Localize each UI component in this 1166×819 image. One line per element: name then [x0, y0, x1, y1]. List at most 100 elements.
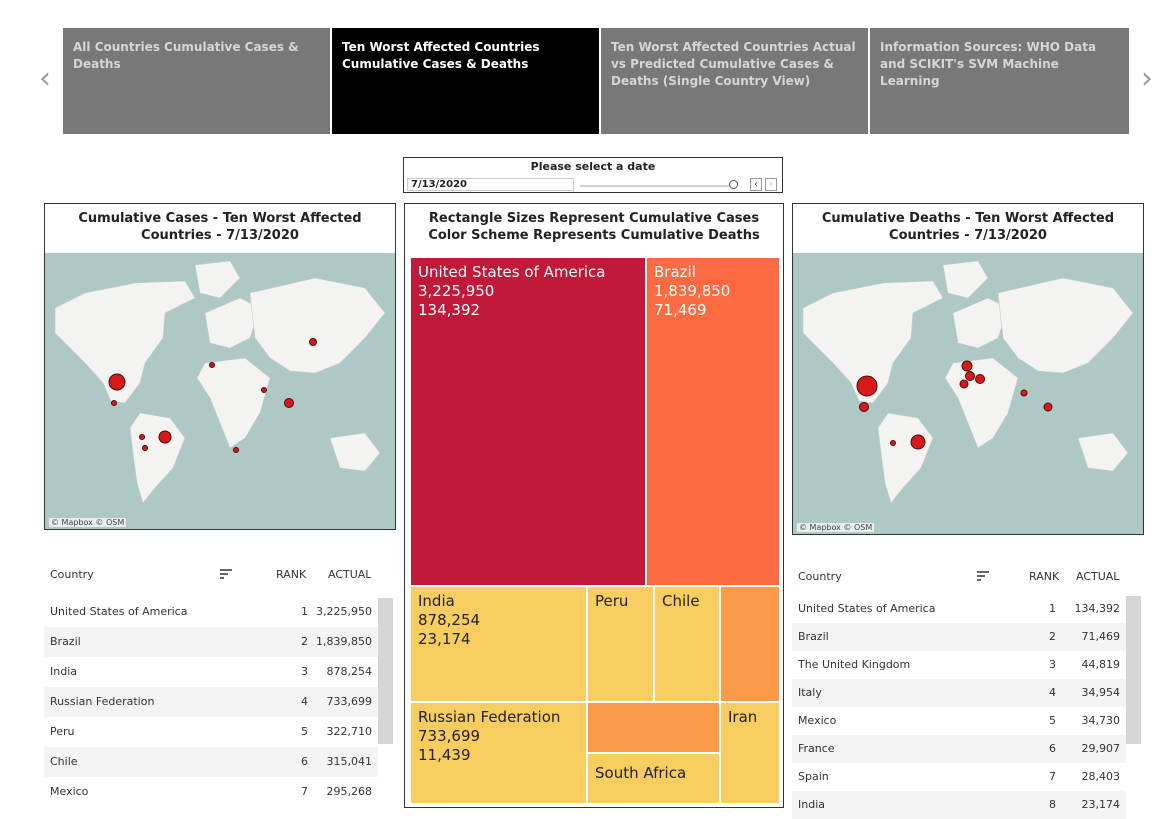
treemap-cell[interactable]: South Africa: [587, 753, 720, 804]
treemap-cell[interactable]: Iran: [720, 702, 780, 804]
map-point[interactable]: [284, 398, 294, 408]
next-story-point-icon[interactable]: ›: [1141, 61, 1153, 96]
cases-world-map[interactable]: © Mapbox © OSM: [45, 253, 395, 529]
treemap-cell[interactable]: India 878,254 23,174: [410, 586, 587, 702]
map-point[interactable]: [965, 371, 975, 381]
map-point[interactable]: [158, 430, 172, 444]
greenland-landmass: [194, 260, 241, 299]
rank-column-header[interactable]: RANK: [276, 568, 307, 581]
sort-icon[interactable]: [220, 569, 232, 579]
table-row[interactable]: United States of America 1 3,225,950: [44, 597, 378, 627]
rank-cell: 3: [1049, 658, 1056, 671]
treemap-cell[interactable]: Russian Federation 733,699 11,439: [410, 702, 587, 804]
treemap-cell-country: United States of America: [418, 263, 606, 281]
cases-map-title: Cumulative Cases - Ten Worst Affected Co…: [78, 211, 362, 243]
table-row[interactable]: Spain 7 28,403: [792, 763, 1126, 791]
map-point[interactable]: [1020, 389, 1028, 397]
map-attribution[interactable]: © Mapbox © OSM: [49, 518, 127, 527]
table-row[interactable]: Mexico 7 295,268: [44, 777, 378, 807]
treemap-chart: United States of America 3,225,950 134,392…: [410, 257, 780, 804]
treemap-cell[interactable]: Peru: [587, 586, 654, 702]
table-row[interactable]: India 3 878,254: [44, 657, 378, 687]
treemap-cell[interactable]: United States of America 3,225,950 134,392: [410, 257, 646, 586]
table-row[interactable]: Peru 5 322,710: [44, 717, 378, 747]
tab-ten-worst-cumulative[interactable]: Ten Worst Affected Countries Cumulative …: [332, 28, 599, 134]
rank-cell: 5: [1049, 714, 1056, 727]
table-row[interactable]: India 8 23,174: [792, 791, 1126, 819]
map-point[interactable]: [856, 375, 878, 397]
country-column-header[interactable]: Country: [798, 570, 842, 583]
north-america-landmass: [802, 280, 944, 404]
rank-cell: 1: [301, 605, 308, 618]
actual-column-header[interactable]: ACTUAL: [1076, 570, 1120, 583]
rank-cell: 7: [301, 785, 308, 798]
previous-date-button[interactable]: ‹: [750, 178, 762, 191]
rank-cell: 2: [301, 635, 308, 648]
deaths-table-scrollbar[interactable]: [1126, 596, 1141, 744]
treemap-cell-cases: 1,839,850: [654, 282, 731, 300]
date-filter-title: Please select a date: [530, 160, 656, 173]
date-slider-track[interactable]: [580, 185, 733, 187]
tab-information-sources[interactable]: Information Sources: WHO Data and SCIKIT…: [870, 28, 1129, 134]
rank-cell: 1: [1049, 602, 1056, 615]
country-cell: Russian Federation: [50, 695, 155, 708]
rank-cell: 6: [301, 755, 308, 768]
table-row[interactable]: Italy 4 34,954: [792, 679, 1126, 707]
date-input[interactable]: 7/13/2020: [407, 178, 574, 191]
map-attribution[interactable]: © Mapbox © OSM: [797, 523, 875, 532]
treemap-cell[interactable]: Brazil 1,839,850 71,469: [646, 257, 780, 586]
actual-column-header[interactable]: ACTUAL: [328, 568, 372, 581]
map-point[interactable]: [233, 447, 239, 453]
treemap-cell-country: Brazil: [654, 263, 696, 281]
table-row[interactable]: The United Kingdom 3 44,819: [792, 651, 1126, 679]
next-date-button[interactable]: ›: [765, 178, 777, 191]
country-cell: Mexico: [798, 714, 837, 727]
europe-landmass: [952, 297, 1009, 349]
tab-actual-vs-predicted[interactable]: Ten Worst Affected Countries Actual vs P…: [601, 28, 868, 134]
table-row[interactable]: Russian Federation 4 733,699: [44, 687, 378, 717]
treemap-cell-deaths: 11,439: [418, 746, 471, 764]
date-slider-handle[interactable]: [729, 180, 738, 189]
treemap-cell-deaths: 23,174: [418, 630, 471, 648]
rank-cell: 8: [1049, 798, 1056, 811]
treemap-cell[interactable]: [720, 586, 780, 702]
treemap-cell[interactable]: [587, 702, 720, 753]
map-point[interactable]: [261, 387, 267, 393]
map-point[interactable]: [961, 360, 973, 372]
map-point[interactable]: [142, 445, 148, 451]
map-point[interactable]: [108, 373, 126, 391]
cases-table-header: Country RANK ACTUAL: [44, 560, 394, 590]
actual-cell: 1,839,850: [316, 635, 372, 648]
table-row[interactable]: France 6 29,907: [792, 735, 1126, 763]
greenland-landmass: [942, 260, 989, 299]
sort-icon[interactable]: [977, 571, 989, 581]
cases-table-scrollbar[interactable]: [378, 598, 393, 744]
map-point[interactable]: [959, 379, 969, 389]
map-point[interactable]: [209, 362, 215, 368]
actual-cell: 71,469: [1081, 630, 1121, 643]
tab-all-countries[interactable]: All Countries Cumulative Cases & Deaths: [63, 28, 330, 134]
south-america-landmass: [877, 412, 934, 504]
treemap-cell[interactable]: Chile: [654, 586, 720, 702]
country-column-header[interactable]: Country: [50, 568, 94, 581]
table-row[interactable]: Mexico 5 34,730: [792, 707, 1126, 735]
map-point[interactable]: [1043, 402, 1053, 412]
treemap-cell-cases: 733,699: [418, 727, 481, 745]
table-row[interactable]: Brazil 2 71,469: [792, 623, 1126, 651]
table-row[interactable]: United States of America 1 134,392: [792, 595, 1126, 623]
deaths-world-map[interactable]: © Mapbox © OSM: [793, 253, 1143, 534]
previous-story-point-icon[interactable]: ‹: [39, 61, 51, 96]
map-point[interactable]: [975, 374, 985, 384]
rank-cell: 6: [1049, 742, 1056, 755]
map-point[interactable]: [890, 440, 896, 446]
rank-column-header[interactable]: RANK: [1029, 570, 1060, 583]
treemap-cell-deaths: 134,392: [418, 301, 481, 319]
table-row[interactable]: Brazil 2 1,839,850: [44, 627, 378, 657]
map-point[interactable]: [309, 338, 317, 346]
map-point[interactable]: [910, 434, 926, 450]
map-point[interactable]: [111, 400, 117, 406]
map-point[interactable]: [859, 402, 869, 412]
table-row[interactable]: Chile 6 315,041: [44, 747, 378, 777]
map-point[interactable]: [139, 434, 145, 440]
actual-cell: 34,954: [1081, 686, 1121, 699]
